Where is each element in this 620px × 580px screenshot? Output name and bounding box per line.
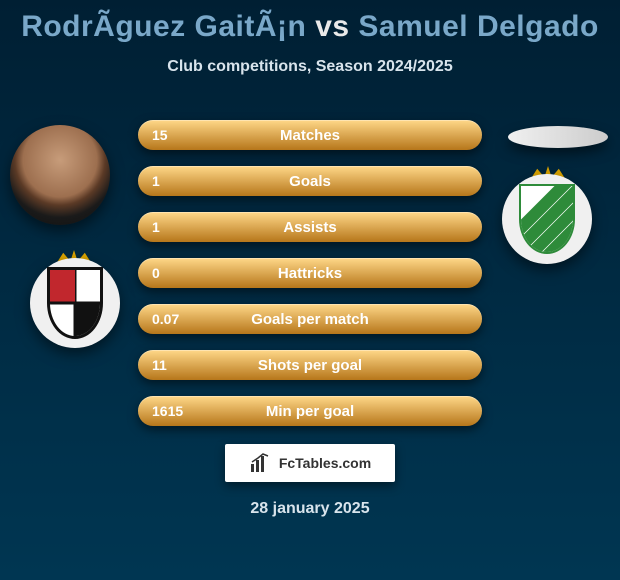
- subtitle: Club competitions, Season 2024/2025: [0, 58, 620, 76]
- title-vs: vs: [315, 10, 349, 43]
- stat-row: 1 Assists: [138, 212, 482, 242]
- title-player1: RodrÃ­guez GaitÃ¡n: [21, 10, 306, 43]
- stat-label: Goals: [138, 173, 482, 190]
- title-player2: Samuel Delgado: [358, 10, 598, 43]
- stats-table: 15 Matches 1 Goals 1 Assists 0 Hattricks…: [138, 120, 482, 442]
- stat-label: Min per goal: [138, 403, 482, 420]
- club2-badge: [502, 174, 592, 264]
- brand-logo-icon: [249, 452, 271, 474]
- date: 28 january 2025: [0, 500, 620, 518]
- stat-row: 15 Matches: [138, 120, 482, 150]
- stat-label: Shots per goal: [138, 357, 482, 374]
- brand-badge: FcTables.com: [225, 444, 395, 482]
- club1-badge: [30, 258, 120, 348]
- brand-text: FcTables.com: [279, 455, 371, 471]
- stat-row: 0 Hattricks: [138, 258, 482, 288]
- stat-label: Goals per match: [138, 311, 482, 328]
- page-title: RodrÃ­guez GaitÃ¡n vs Samuel Delgado: [0, 0, 620, 44]
- stat-row: 0.07 Goals per match: [138, 304, 482, 334]
- player1-avatar: [10, 125, 110, 225]
- stat-row: 11 Shots per goal: [138, 350, 482, 380]
- stat-label: Hattricks: [138, 265, 482, 282]
- stat-label: Matches: [138, 127, 482, 144]
- player2-avatar: [508, 126, 608, 148]
- stat-row: 1 Goals: [138, 166, 482, 196]
- stat-row: 1615 Min per goal: [138, 396, 482, 426]
- stat-label: Assists: [138, 219, 482, 236]
